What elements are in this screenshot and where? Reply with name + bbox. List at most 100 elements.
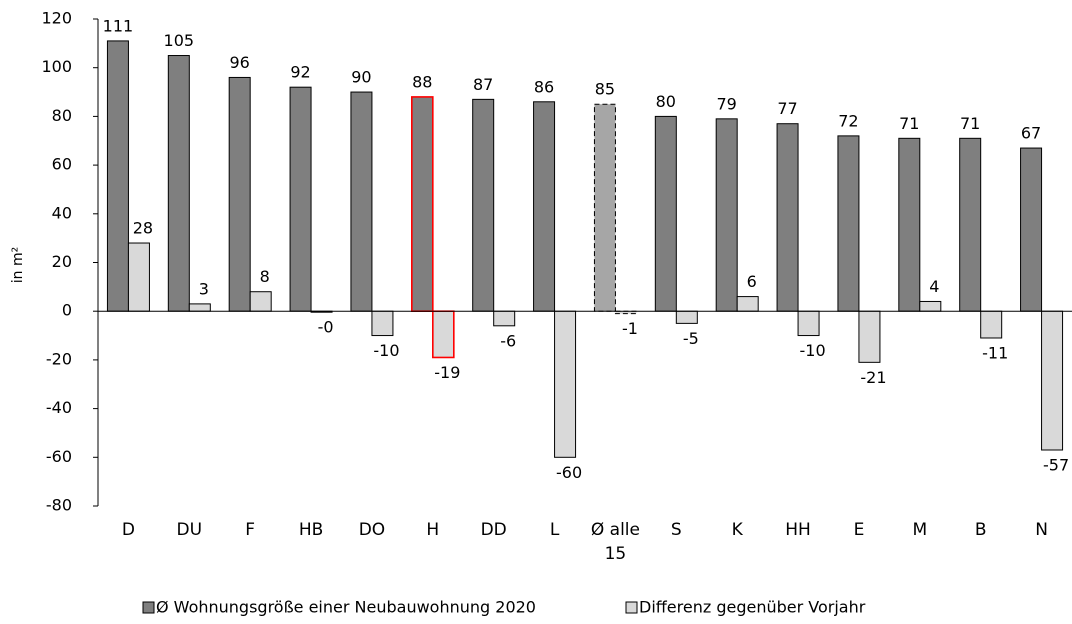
x-tick-label: E xyxy=(853,520,865,540)
data-label: 8 xyxy=(260,267,270,286)
data-label: -19 xyxy=(434,363,460,382)
x-tick-label-box: F xyxy=(245,520,256,540)
y-tick-label: 80 xyxy=(52,106,72,125)
bar xyxy=(228,76,251,312)
data-label: 88 xyxy=(412,72,432,91)
x-tick-label-box: H xyxy=(426,520,440,540)
x-tick-label-box: B xyxy=(974,520,987,540)
x-tick-label-box: L xyxy=(549,520,560,540)
y-tick-label: -60 xyxy=(46,447,72,466)
legend-swatch xyxy=(142,601,155,614)
x-tick-label: DD xyxy=(480,520,507,540)
bar xyxy=(898,137,921,312)
y-tick-label: -20 xyxy=(46,349,72,368)
x-tick-label-box: HB xyxy=(298,520,324,540)
data-label: -1 xyxy=(622,319,638,338)
bar xyxy=(493,310,516,327)
data-label: -6 xyxy=(500,331,516,350)
data-label: 28 xyxy=(133,219,153,238)
y-axis-label: in m² xyxy=(10,247,26,283)
x-tick-label-box: M xyxy=(912,520,928,540)
data-label: -57 xyxy=(1043,455,1069,474)
x-tick-label: N xyxy=(1035,520,1048,540)
bar xyxy=(736,296,759,312)
data-label: 79 xyxy=(717,94,737,113)
data-label: -60 xyxy=(556,463,582,482)
bar xyxy=(675,310,698,324)
bar xyxy=(188,303,211,312)
data-label: 111 xyxy=(103,16,134,35)
x-tick-label: D xyxy=(121,520,135,540)
bar xyxy=(127,242,150,312)
x-tick-label-box: DU xyxy=(176,520,203,540)
bar xyxy=(554,310,577,458)
data-label: -11 xyxy=(982,343,1008,362)
bar xyxy=(1041,310,1064,451)
data-label: -5 xyxy=(683,329,699,348)
data-label: 77 xyxy=(777,99,797,118)
bar xyxy=(959,137,982,312)
data-label: 71 xyxy=(899,114,919,133)
bar xyxy=(472,98,495,312)
bar xyxy=(1020,147,1043,312)
y-tick-label: 120 xyxy=(41,9,72,28)
bar xyxy=(533,101,556,312)
y-tick-label: 60 xyxy=(52,155,72,174)
y-tick-label: 0 xyxy=(62,301,72,320)
data-label: 71 xyxy=(960,114,980,133)
x-tick-label: H xyxy=(426,520,440,540)
x-tick-label: K xyxy=(731,520,743,540)
y-tick-label: -40 xyxy=(46,398,72,417)
x-tick-label: F xyxy=(245,520,256,540)
bar xyxy=(980,310,1003,339)
x-tick-label: S xyxy=(670,520,682,540)
data-label: 6 xyxy=(747,272,757,291)
x-tick-label-box: DD xyxy=(480,520,507,540)
x-tick-label-box: E xyxy=(853,520,865,540)
x-tick-label-box: N xyxy=(1035,520,1048,540)
bar xyxy=(249,291,272,312)
x-tick-label-box: Ø alle 15 xyxy=(590,520,640,564)
bar xyxy=(289,86,312,312)
data-label: -21 xyxy=(860,368,886,387)
x-tick-label: HH xyxy=(785,520,811,540)
bar xyxy=(411,96,434,312)
bar xyxy=(593,103,616,312)
x-tick-label-box: K xyxy=(731,520,743,540)
bar xyxy=(715,118,738,312)
bar xyxy=(797,310,820,337)
x-tick-label-box: HH xyxy=(785,520,811,540)
data-label: 87 xyxy=(473,75,493,94)
y-tick-label: 100 xyxy=(41,57,72,76)
x-tick-label-box: DO xyxy=(358,520,386,540)
y-tick-label: -80 xyxy=(46,496,72,515)
y-tick-label: 20 xyxy=(52,252,72,271)
legend-swatch xyxy=(625,601,638,614)
bar xyxy=(106,40,129,312)
legend-label: Ø Wohnungsgröße einer Neubauwohnung 2020 xyxy=(156,598,536,617)
x-tick-label-box: S xyxy=(670,520,682,540)
data-label: 67 xyxy=(1021,124,1041,143)
data-label: 4 xyxy=(929,277,939,296)
x-tick-label: DU xyxy=(176,520,203,540)
data-label: 90 xyxy=(351,68,371,87)
bar xyxy=(432,310,455,359)
bar xyxy=(371,310,394,337)
bar xyxy=(837,135,860,312)
x-tick-label: M xyxy=(912,520,928,540)
data-label: 86 xyxy=(534,77,554,96)
x-tick-label: L xyxy=(549,520,560,540)
data-label: 85 xyxy=(595,80,615,99)
x-tick-label: B xyxy=(974,520,987,540)
y-tick-label: 40 xyxy=(52,203,72,222)
data-label: -10 xyxy=(373,341,399,360)
bar xyxy=(654,115,677,312)
data-label: -0 xyxy=(318,318,334,337)
data-label: -10 xyxy=(799,341,825,360)
x-tick-label: DO xyxy=(358,520,386,540)
data-label: 92 xyxy=(290,63,310,82)
x-tick-label: Ø alle 15 xyxy=(590,520,640,564)
x-tick-label: HB xyxy=(298,520,324,540)
data-label: 96 xyxy=(230,53,250,72)
